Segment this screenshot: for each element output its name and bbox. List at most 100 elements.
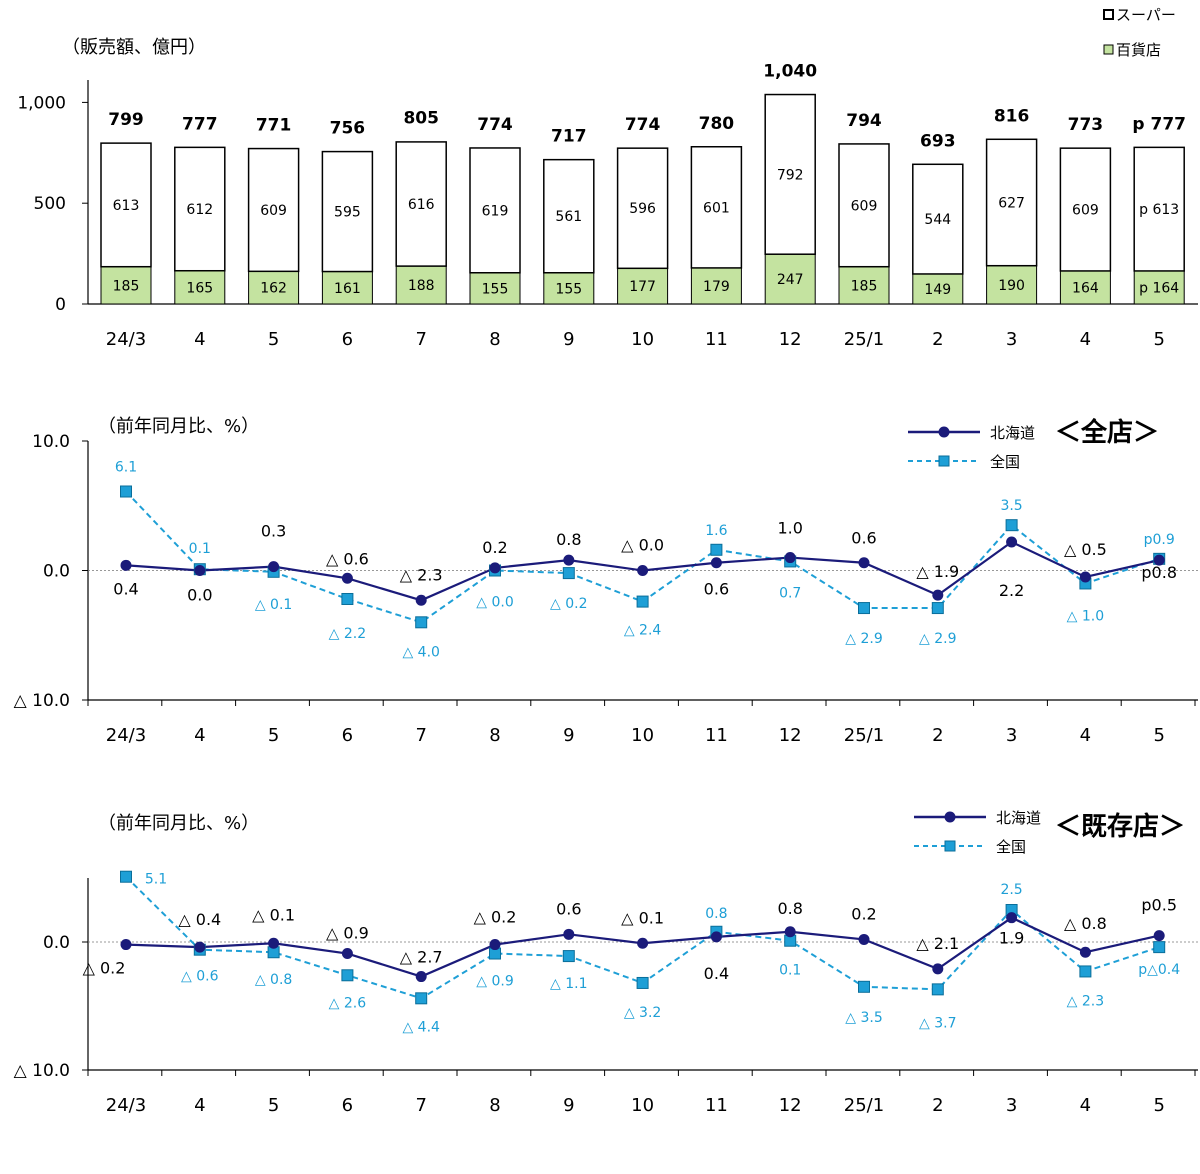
hokkaido-data-label: △ 2.1 <box>916 934 959 953</box>
bar-supermarket-value: 619 <box>482 203 509 219</box>
national-data-label: △ 4.4 <box>402 1019 440 1035</box>
line-y-tick-label: △ 10.0 <box>14 691 70 711</box>
hokkaido-point <box>120 559 132 571</box>
hokkaido-point <box>1079 946 1091 958</box>
bar-department-value: 190 <box>998 278 1025 294</box>
national-point <box>562 950 575 963</box>
national-data-label: △ 0.2 <box>550 596 587 612</box>
hokkaido-point <box>120 939 132 951</box>
hokkaido-point <box>415 594 427 606</box>
hokkaido-data-label: △ 0.1 <box>252 905 295 924</box>
bar-supermarket <box>616 147 669 270</box>
hokkaido-data-label: 0.8 <box>556 530 581 549</box>
bar-total-value: 1,040 <box>763 61 817 81</box>
bar-department <box>1059 270 1111 305</box>
bar-total-value: 693 <box>920 131 956 151</box>
bar-x-tick-label: 4 <box>194 329 205 350</box>
legend-hokkaido-marker <box>938 426 950 438</box>
line-x-tick-label: 8 <box>489 725 500 746</box>
bar-supermarket-value: 561 <box>555 209 582 225</box>
bar-supermarket-value: 616 <box>408 197 435 213</box>
bar-x-tick-label: 25/1 <box>844 329 884 350</box>
national-data-label: △ 0.6 <box>181 969 219 985</box>
bar-x-tick-label: 6 <box>342 329 353 350</box>
line-x-tick-label: 10 <box>631 725 654 746</box>
hokkaido-point <box>489 939 501 951</box>
bar-total-value: 805 <box>403 109 439 129</box>
national-data-label: △ 3.2 <box>624 1005 661 1021</box>
hokkaido-data-label: △ 0.9 <box>326 924 369 943</box>
hokkaido-data-label: 0.6 <box>851 529 876 548</box>
hokkaido-point <box>710 931 722 943</box>
bar-supermarket-value: 612 <box>186 202 213 218</box>
hokkaido-data-label: 0.6 <box>556 899 581 918</box>
hokkaido-data-label: 0.6 <box>704 580 729 599</box>
bar-department <box>543 272 595 305</box>
line-x-tick-label: 5 <box>268 725 279 746</box>
chart-title: ＜全店＞ <box>1055 417 1159 448</box>
national-data-label: △ 0.8 <box>255 972 292 988</box>
bar-supermarket-value: 609 <box>851 198 878 214</box>
bar-total-value: 756 <box>330 119 366 139</box>
bar-supermarket-value: 613 <box>113 198 140 214</box>
national-data-label: 0.1 <box>779 963 801 979</box>
bar-department <box>1133 270 1185 305</box>
bar-x-tick-label: 11 <box>705 329 728 350</box>
line-x-tick-label: 4 <box>1080 725 1091 746</box>
national-data-label: p△0.4 <box>1138 962 1180 978</box>
national-data-label: △ 0.1 <box>255 597 292 613</box>
bar-total-value: 717 <box>551 126 587 146</box>
hokkaido-point <box>784 926 796 938</box>
legend-hokkaido-label: 北海道 <box>996 809 1041 827</box>
bar-department-value: 155 <box>482 281 509 297</box>
hokkaido-point <box>194 941 206 953</box>
bar-supermarket <box>100 142 152 268</box>
bar-department-value: 162 <box>260 281 287 297</box>
hokkaido-point <box>1079 571 1091 583</box>
national-data-label: △ 2.6 <box>329 995 367 1011</box>
line-x-tick-label: 9 <box>563 1095 574 1116</box>
bar-supermarket-value: 544 <box>924 212 951 228</box>
legend-national-marker <box>944 840 956 852</box>
hokkaido-point <box>563 928 575 940</box>
hokkaido-data-label: 0.8 <box>777 899 802 918</box>
line-x-tick-label: 24/3 <box>106 725 146 746</box>
line-y-tick-label: 0.0 <box>43 933 70 953</box>
hokkaido-point <box>784 552 796 564</box>
hokkaido-data-label: △ 0.5 <box>1064 540 1107 559</box>
bar-department <box>986 265 1038 305</box>
line-x-tick-label: 9 <box>563 725 574 746</box>
hokkaido-point <box>1153 554 1165 566</box>
national-data-label: △ 4.0 <box>402 644 439 660</box>
bar-supermarket <box>1059 147 1112 272</box>
hokkaido-point <box>341 572 353 584</box>
bar-total-value: 774 <box>625 115 661 135</box>
line-x-tick-label: 5 <box>1153 1095 1164 1116</box>
hokkaido-data-label: 1.9 <box>999 929 1024 948</box>
hokkaido-data-label: 1.0 <box>777 519 802 538</box>
national-data-label: △ 3.5 <box>845 1010 882 1026</box>
bar-supermarket <box>395 141 447 267</box>
line-unit-label: （前年同月比、%） <box>98 416 259 437</box>
hokkaido-point <box>268 561 280 573</box>
hokkaido-data-label: △ 0.2 <box>474 908 517 927</box>
national-data-label: 3.5 <box>1000 498 1022 514</box>
bar-total-value: 780 <box>699 114 735 134</box>
hokkaido-data-label: 2.2 <box>999 581 1024 600</box>
national-point <box>1079 965 1092 978</box>
line-y-tick-label: 10.0 <box>32 432 70 452</box>
national-point <box>1005 519 1018 532</box>
bar-total-value: p 777 <box>1132 114 1186 134</box>
national-data-label: p0.9 <box>1144 532 1175 548</box>
bar-total-value: 816 <box>994 106 1030 126</box>
bar-department-value: 164 <box>1072 280 1099 296</box>
hokkaido-point <box>1006 912 1018 924</box>
legend-hokkaido-label: 北海道 <box>990 424 1035 442</box>
national-data-label: △ 3.7 <box>919 1015 956 1031</box>
bar-supermarket <box>174 146 226 272</box>
hokkaido-data-label: △ 1.9 <box>916 562 959 581</box>
bar-supermarket <box>543 158 595 274</box>
hokkaido-point <box>268 937 280 949</box>
national-data-label: 6.1 <box>115 460 137 476</box>
line-x-tick-label: 5 <box>268 1095 279 1116</box>
